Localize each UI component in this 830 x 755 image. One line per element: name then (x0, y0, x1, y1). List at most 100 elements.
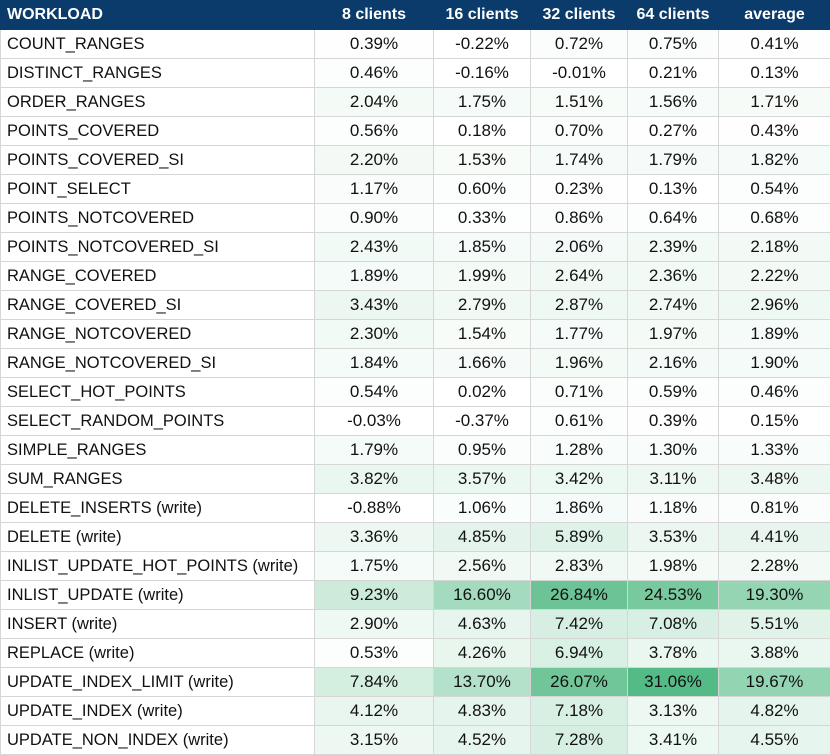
value-cell: 0.68% (719, 204, 830, 233)
value-cell: 1.56% (628, 88, 719, 117)
value-cell: 7.84% (315, 668, 434, 697)
table-row: UPDATE_INDEX (write)4.12%4.83%7.18%3.13%… (1, 697, 830, 726)
value-cell: 3.48% (719, 465, 830, 494)
value-cell: 1.86% (531, 494, 628, 523)
value-cell: 1.79% (628, 146, 719, 175)
workload-cell: ORDER_RANGES (1, 88, 315, 117)
value-cell: 0.54% (315, 378, 434, 407)
workload-cell: SIMPLE_RANGES (1, 436, 315, 465)
workload-cell: DISTINCT_RANGES (1, 59, 315, 88)
value-cell: 0.61% (531, 407, 628, 436)
value-cell: 2.18% (719, 233, 830, 262)
value-cell: 0.59% (628, 378, 719, 407)
value-cell: 0.56% (315, 117, 434, 146)
value-cell: 0.15% (719, 407, 830, 436)
value-cell: -0.03% (315, 407, 434, 436)
value-cell: 0.39% (315, 30, 434, 59)
value-cell: 19.67% (719, 668, 830, 697)
value-cell: 2.87% (531, 291, 628, 320)
value-cell: 16.60% (434, 581, 531, 610)
value-cell: 0.90% (315, 204, 434, 233)
value-cell: 19.30% (719, 581, 830, 610)
value-cell: 4.52% (434, 726, 531, 755)
value-cell: 0.27% (628, 117, 719, 146)
value-cell: 1.99% (434, 262, 531, 291)
workload-cell: RANGE_NOTCOVERED_SI (1, 349, 315, 378)
value-cell: 0.13% (719, 59, 830, 88)
workload-cell: SUM_RANGES (1, 465, 315, 494)
value-cell: 3.82% (315, 465, 434, 494)
value-cell: 26.84% (531, 581, 628, 610)
value-cell: 3.53% (628, 523, 719, 552)
value-cell: 13.70% (434, 668, 531, 697)
value-cell: 4.85% (434, 523, 531, 552)
value-cell: 2.90% (315, 610, 434, 639)
value-cell: 0.46% (719, 378, 830, 407)
value-cell: 2.16% (628, 349, 719, 378)
value-cell: 5.51% (719, 610, 830, 639)
value-cell: 0.70% (531, 117, 628, 146)
value-cell: 0.39% (628, 407, 719, 436)
value-cell: 0.41% (719, 30, 830, 59)
value-cell: 4.55% (719, 726, 830, 755)
value-cell: 1.85% (434, 233, 531, 262)
table-row: DELETE (write)3.36%4.85%5.89%3.53%4.41% (1, 523, 830, 552)
value-cell: 3.11% (628, 465, 719, 494)
value-cell: 1.33% (719, 436, 830, 465)
workload-cell: POINT_SELECT (1, 175, 315, 204)
value-cell: -0.88% (315, 494, 434, 523)
value-cell: 2.04% (315, 88, 434, 117)
value-cell: 1.77% (531, 320, 628, 349)
value-cell: 1.30% (628, 436, 719, 465)
value-cell: 2.43% (315, 233, 434, 262)
value-cell: -0.16% (434, 59, 531, 88)
workload-cell: RANGE_NOTCOVERED (1, 320, 315, 349)
value-cell: 24.53% (628, 581, 719, 610)
value-cell: 1.97% (628, 320, 719, 349)
value-cell: 31.06% (628, 668, 719, 697)
value-cell: 0.81% (719, 494, 830, 523)
value-cell: 1.71% (719, 88, 830, 117)
workload-cell: POINTS_COVERED (1, 117, 315, 146)
value-cell: 1.53% (434, 146, 531, 175)
value-cell: 0.54% (719, 175, 830, 204)
value-cell: 1.74% (531, 146, 628, 175)
header-cell: 64 clients (628, 1, 719, 30)
header-cell: WORKLOAD (1, 1, 315, 30)
workload-cell: RANGE_COVERED (1, 262, 315, 291)
workload-cell: INSERT (write) (1, 610, 315, 639)
value-cell: 3.42% (531, 465, 628, 494)
workload-cell: DELETE_INSERTS (write) (1, 494, 315, 523)
value-cell: 1.51% (531, 88, 628, 117)
header-cell: 32 clients (531, 1, 628, 30)
value-cell: 4.26% (434, 639, 531, 668)
value-cell: 1.06% (434, 494, 531, 523)
value-cell: 3.36% (315, 523, 434, 552)
value-cell: 26.07% (531, 668, 628, 697)
header-cell: 16 clients (434, 1, 531, 30)
workload-cell: UPDATE_INDEX (write) (1, 697, 315, 726)
value-cell: 3.57% (434, 465, 531, 494)
value-cell: 2.06% (531, 233, 628, 262)
value-cell: 1.17% (315, 175, 434, 204)
value-cell: 0.43% (719, 117, 830, 146)
value-cell: 1.75% (434, 88, 531, 117)
value-cell: 1.90% (719, 349, 830, 378)
workload-cell: UPDATE_NON_INDEX (write) (1, 726, 315, 755)
workload-cell: SELECT_RANDOM_POINTS (1, 407, 315, 436)
workload-cell: POINTS_COVERED_SI (1, 146, 315, 175)
value-cell: 2.22% (719, 262, 830, 291)
workload-cell: UPDATE_INDEX_LIMIT (write) (1, 668, 315, 697)
table-row: INLIST_UPDATE (write)9.23%16.60%26.84%24… (1, 581, 830, 610)
value-cell: 2.20% (315, 146, 434, 175)
value-cell: 4.12% (315, 697, 434, 726)
